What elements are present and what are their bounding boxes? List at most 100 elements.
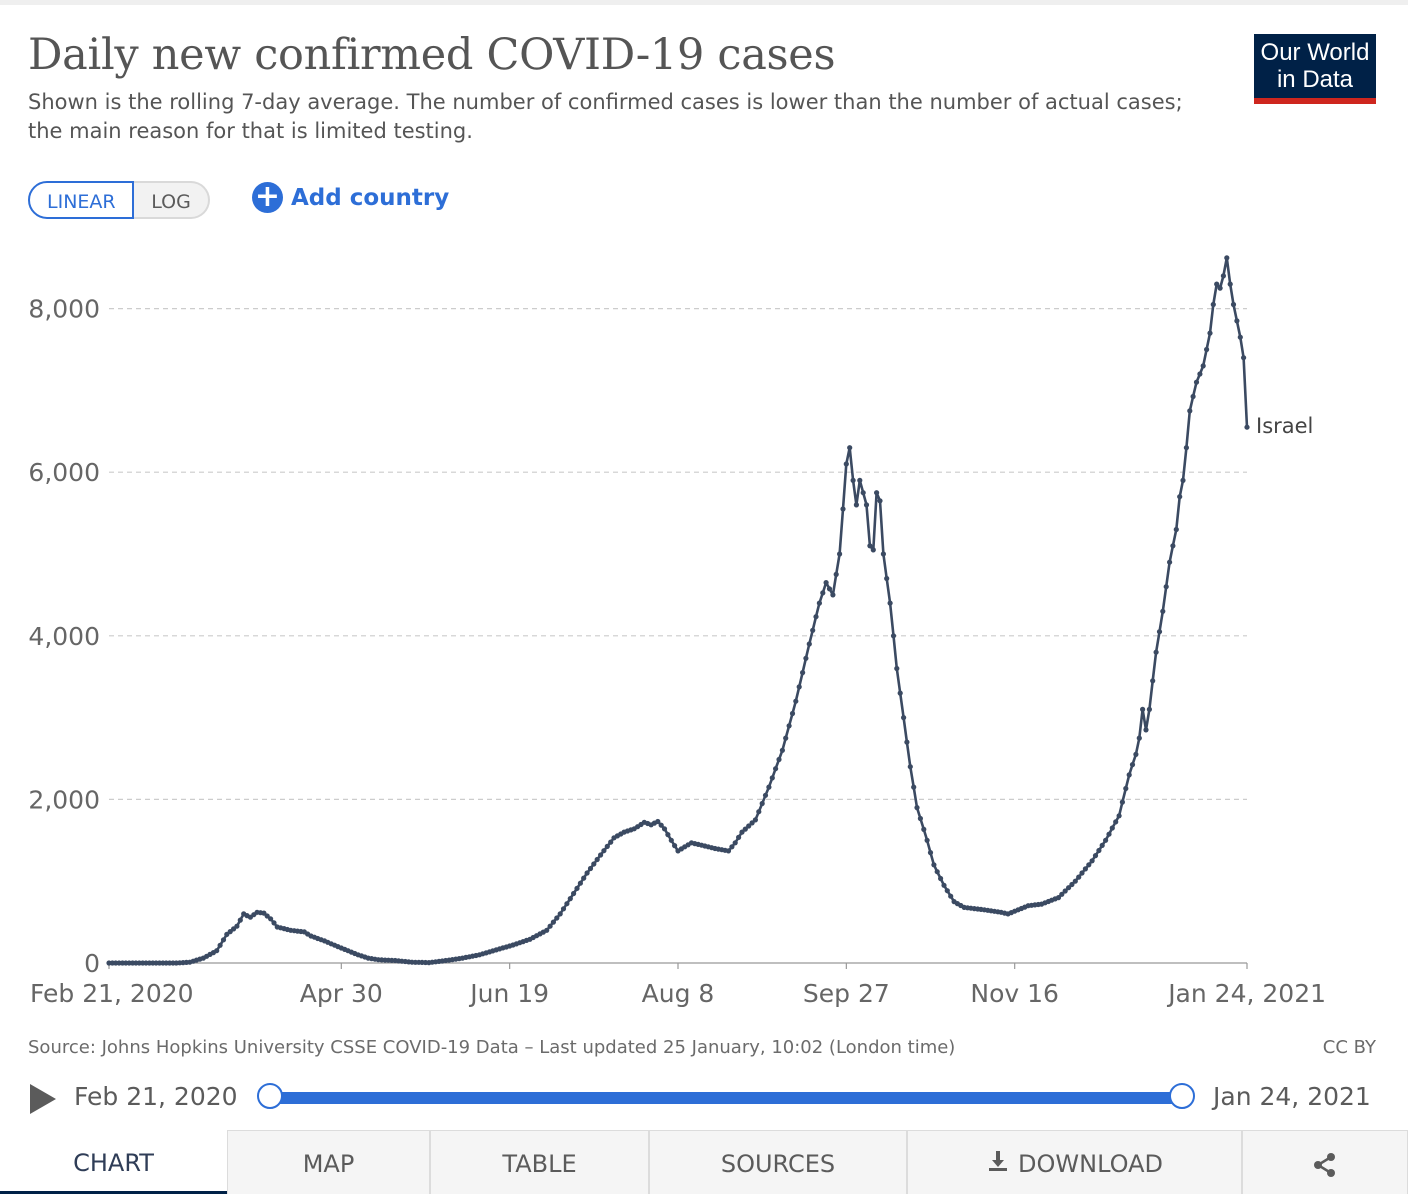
data-point (742, 826, 748, 832)
data-point (1217, 285, 1223, 291)
data-point (544, 927, 550, 933)
data-point (934, 869, 940, 875)
data-point (587, 865, 594, 872)
data-point (584, 870, 590, 876)
data-point (941, 882, 947, 888)
data-point (816, 600, 823, 606)
tab-chart[interactable]: CHART (0, 1130, 227, 1194)
data-point (729, 844, 735, 850)
data-point (661, 826, 668, 832)
data-point (1173, 526, 1179, 533)
tab-sources[interactable]: SOURCES (649, 1130, 907, 1194)
data-point (732, 840, 738, 846)
data-point (220, 937, 227, 943)
data-point (766, 784, 772, 790)
license-link[interactable]: CC BY (1322, 1037, 1376, 1058)
data-point (655, 818, 661, 825)
data-point (793, 698, 799, 704)
data-point (803, 655, 809, 661)
data-point (756, 809, 762, 815)
data-point (944, 888, 950, 894)
data-point (830, 592, 836, 598)
data-point (658, 822, 664, 828)
data-point (931, 862, 937, 868)
data-point (1059, 891, 1065, 897)
data-point (234, 923, 240, 929)
data-point (564, 901, 570, 907)
data-point (1116, 813, 1122, 819)
data-point (1099, 842, 1105, 849)
data-point (887, 600, 893, 606)
data-point (214, 948, 220, 954)
data-point (786, 723, 792, 729)
data-point (1210, 301, 1216, 308)
data-point (1129, 762, 1136, 768)
logo-line-1: Our World (1260, 39, 1370, 66)
data-point (863, 502, 870, 508)
data-point (604, 843, 610, 850)
data-point (1096, 847, 1102, 854)
log-button[interactable]: LOG (134, 181, 210, 219)
data-point (1092, 853, 1099, 859)
data-point (1190, 393, 1196, 400)
timeline-start-label: Feb 21, 2020 (74, 1082, 238, 1111)
data-point (594, 856, 600, 863)
data-point (877, 498, 883, 504)
series-end-label: Israel (1256, 414, 1313, 438)
data-point (1177, 494, 1183, 500)
data-point (1089, 858, 1095, 864)
data-point (1143, 727, 1149, 733)
data-point (826, 586, 833, 592)
data-point (779, 747, 786, 753)
data-point (897, 690, 903, 696)
data-point (672, 843, 678, 849)
x-tick-label: Aug 8 (642, 979, 715, 1008)
data-point (823, 580, 829, 586)
data-point (1066, 885, 1072, 891)
data-point (739, 829, 745, 835)
data-point (860, 490, 866, 496)
line-chart[interactable]: 0 2,000 4,000 6,000 8,000 Feb 21, 2020 Apr 30 J… (0, 230, 1408, 1020)
y-tick-label: 2,000 (28, 785, 100, 814)
tab-download[interactable]: DOWNLOAD (907, 1130, 1242, 1194)
linear-button[interactable]: LINEAR (28, 181, 134, 219)
data-point (1207, 330, 1213, 336)
chart-subtitle: Shown is the rolling 7-day average. The … (28, 90, 1183, 143)
data-point (1187, 408, 1193, 414)
data-point (850, 477, 856, 483)
data-point (1204, 346, 1210, 353)
data-point (1197, 371, 1203, 377)
tab-map[interactable]: MAP (227, 1130, 430, 1194)
x-tick-label: Feb 21, 2020 (30, 979, 194, 1008)
data-point (894, 665, 900, 672)
data-point (550, 919, 557, 925)
owid-logo[interactable]: Our World in Data (1254, 34, 1376, 104)
data-point (1244, 424, 1250, 430)
data-point (554, 915, 560, 921)
data-point (547, 923, 553, 929)
timeline-track[interactable] (270, 1092, 1182, 1104)
data-point (1241, 355, 1247, 361)
data-point (759, 800, 765, 807)
data-point (608, 839, 614, 845)
data-point (867, 543, 873, 549)
data-point (874, 490, 880, 496)
data-point (904, 739, 910, 745)
data-point (833, 571, 839, 577)
y-tick-label: 0 (84, 949, 100, 978)
tab-download-label: DOWNLOAD (1018, 1150, 1163, 1178)
timeline-end-label: Jan 24, 2021 (1213, 1082, 1371, 1111)
data-point (911, 784, 917, 790)
timeline-end-handle[interactable] (1169, 1083, 1195, 1109)
tab-share[interactable] (1242, 1130, 1408, 1194)
data-point (1133, 751, 1139, 758)
play-icon[interactable] (30, 1084, 56, 1114)
add-country-button[interactable]: + Add country (252, 182, 449, 213)
data-point (668, 837, 674, 843)
timeline-start-handle[interactable] (257, 1083, 283, 1109)
tab-table[interactable]: TABLE (430, 1130, 649, 1194)
x-tick-label: Nov 16 (970, 979, 1059, 1008)
logo-line-2: in Data (1276, 66, 1354, 93)
data-point (752, 817, 759, 823)
plus-circle-icon: + (252, 182, 283, 213)
